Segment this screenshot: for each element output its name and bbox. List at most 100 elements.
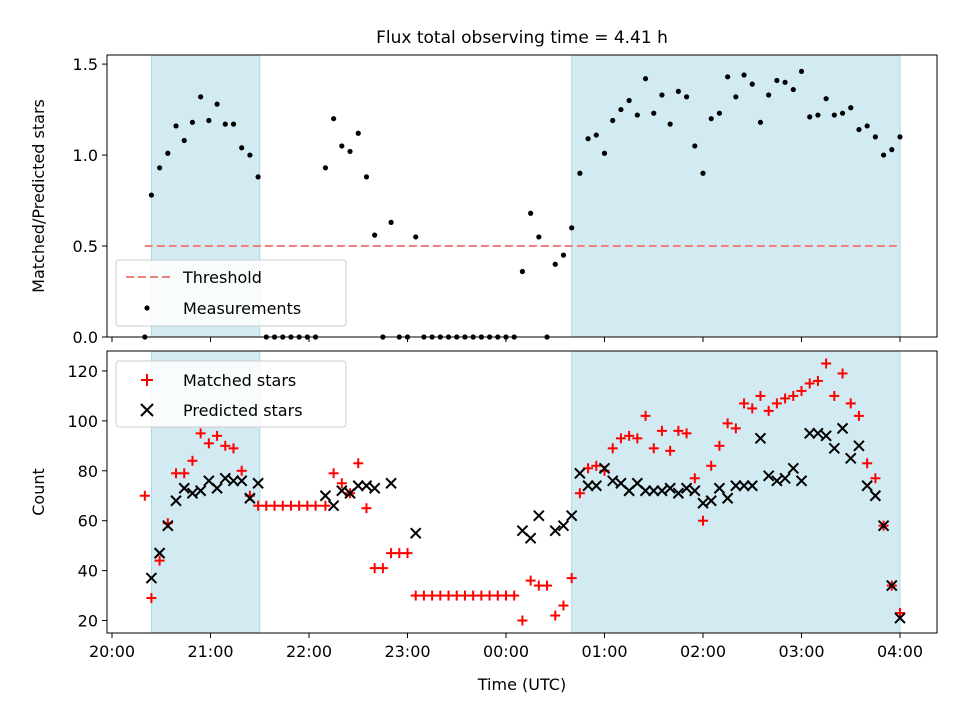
matched-star-marker [574, 488, 585, 499]
matched-star-marker [607, 443, 618, 454]
measurement-point [148, 192, 154, 198]
marker-stroke [153, 547, 166, 559]
matched-star-marker [689, 473, 700, 484]
matched-star-marker [591, 460, 602, 471]
top-plot-frame [106, 54, 938, 338]
matched-star-marker [845, 398, 856, 409]
measurement-point [749, 81, 755, 87]
measurement-point [864, 123, 870, 129]
marker-stroke [244, 492, 256, 504]
shaded-interval [571, 54, 901, 338]
matched-star-marker [862, 458, 873, 469]
marker-stroke [607, 475, 619, 487]
measurement-point [839, 110, 846, 116]
marker-stroke [227, 475, 240, 487]
matched-star-marker [509, 590, 520, 601]
measurement-point [198, 94, 204, 100]
measurement-point [189, 119, 196, 125]
marker-stroke [812, 427, 824, 440]
measurement-point [593, 132, 599, 138]
matched-star-marker [870, 473, 881, 484]
matched-star-marker [648, 443, 659, 454]
measurement-point [675, 88, 681, 94]
matched-star-marker [361, 503, 372, 514]
measurement-point [372, 232, 378, 238]
matched-star-marker [796, 385, 807, 396]
marker-stroke [664, 482, 676, 494]
x-tick-label: 20:00 [89, 642, 135, 661]
matched-star-marker [853, 410, 864, 421]
marker-stroke [194, 485, 207, 497]
legend-threshold-label: Threshold [182, 268, 262, 287]
y-tick-label: 80 [78, 462, 98, 481]
marker-stroke [178, 482, 190, 494]
y-tick-label: 100 [67, 412, 98, 431]
matched-star-marker [336, 478, 347, 489]
measurement-point [782, 79, 788, 85]
measurement-point [577, 170, 583, 176]
measurements-series [142, 68, 903, 340]
matched-star-marker [681, 428, 692, 439]
marker-stroke [327, 500, 340, 512]
measurement-point [667, 121, 673, 127]
matched-star-marker [804, 378, 815, 389]
predicted-star-marker [779, 472, 791, 484]
marker-stroke [787, 462, 799, 474]
measurement-point [528, 210, 534, 216]
marker-stroke [360, 480, 373, 492]
matched-star-marker [739, 398, 750, 409]
predicted-star-marker [689, 485, 701, 497]
matched-star-marker [402, 548, 413, 559]
legend-matched-label: Matched stars [183, 371, 296, 390]
matched-star-marker [146, 593, 157, 604]
matched-star-marker [722, 418, 733, 429]
predicted-star-marker [648, 485, 660, 497]
measurement-point [683, 94, 690, 100]
marker-stroke [385, 477, 397, 489]
marker-stroke [170, 495, 182, 507]
bottom-plot-frame [106, 350, 938, 634]
measurement-point [790, 86, 796, 93]
marker-stroke [162, 519, 174, 532]
matched-star-marker [179, 468, 190, 479]
matched-star-marker [566, 573, 577, 584]
predicted-star-marker [672, 487, 685, 499]
predicted-star-marker [368, 482, 381, 494]
measurement-point [181, 137, 187, 144]
matched-star-marker [525, 575, 536, 586]
matched-star-marker [377, 563, 388, 574]
y-tick-label: 40 [78, 562, 98, 581]
predicted-star-marker [705, 495, 717, 507]
marker-stroke [631, 477, 644, 489]
measurement-point [823, 96, 829, 102]
predicted-stars-series [145, 422, 906, 624]
matched-star-marker [615, 433, 626, 444]
bottom-x-axis: 20:00 21:00 22:00 23:00 00:00 01:00 02:00 03:00… [89, 633, 923, 661]
measurement-point [889, 147, 895, 153]
predicted-star-marker [557, 519, 570, 532]
legend-predicted-swatch [140, 403, 154, 417]
predicted-star-marker [664, 482, 676, 494]
matched-star-marker [228, 443, 239, 454]
measurement-point [247, 152, 253, 158]
x-tick-label: 21:00 [187, 642, 233, 661]
marker-stroke [705, 495, 717, 507]
predicted-star-marker [771, 475, 783, 487]
predicted-star-marker [730, 480, 742, 492]
marker-stroke [672, 487, 685, 499]
measurement-point [651, 110, 657, 116]
predicted-star-marker [244, 492, 256, 504]
predicted-star-marker [746, 480, 758, 492]
matched-star-marker [624, 430, 635, 441]
measurement-point [173, 123, 179, 129]
predicted-star-marker [598, 462, 611, 474]
matched-star-marker [220, 440, 231, 451]
predicted-star-marker [319, 490, 332, 502]
measurement-point [733, 94, 739, 100]
marker-stroke [533, 510, 545, 522]
predicted-star-marker [877, 519, 890, 532]
top-y-axis-label: Matched/Predicted stars [29, 99, 48, 293]
marker-stroke [795, 475, 808, 487]
measurement-point [831, 112, 837, 118]
measurement-point [642, 76, 649, 82]
